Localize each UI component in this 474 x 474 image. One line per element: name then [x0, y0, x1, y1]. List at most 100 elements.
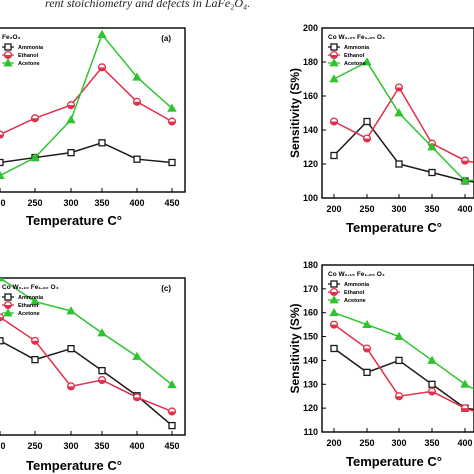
data-point-acetone	[66, 306, 76, 315]
data-point-ethanol	[394, 83, 404, 92]
legend-marker	[3, 308, 13, 317]
data-point-ammonia	[363, 117, 371, 126]
data-point-ethanol-fill	[461, 160, 469, 164]
data-point-ammonia	[330, 151, 338, 160]
legend-label: Ethanol	[18, 303, 39, 309]
series-group	[0, 29, 177, 179]
data-point-acetone	[362, 57, 372, 66]
x-tick-label: 350	[424, 438, 439, 448]
data-point-ethanol	[30, 114, 40, 123]
y-axis-label: Sensitivity (S%)	[288, 68, 302, 158]
x-tick-label: 350	[424, 204, 439, 214]
panel-title: Co W₀.₁₀ Fe₁.₉₀ O₄	[2, 284, 59, 291]
x-tick-label: 250	[359, 438, 374, 448]
data-point-acetone	[0, 278, 5, 282]
series-line-ethanol	[0, 316, 173, 413]
data-point-ethanol-fill	[133, 397, 141, 401]
data-point-acetone	[167, 103, 177, 112]
legend-marker	[4, 293, 12, 301]
figure-caption: rent stoichiometry and defects in LaFe₂O…	[45, 0, 251, 10]
data-point-ammonia	[428, 168, 436, 177]
y-tick-label: 120	[303, 159, 318, 169]
x-tick-label: 250	[359, 204, 374, 214]
data-point-ethanol	[460, 156, 470, 165]
data-point-ethanol	[0, 130, 5, 139]
series-line-ethanol	[0, 66, 173, 136]
panel-label: (a)	[161, 34, 171, 43]
x-tick-label: 450	[164, 198, 179, 208]
y-tick-label: 170	[303, 284, 318, 294]
series-line-ethanol	[333, 324, 474, 413]
data-point-ethanol-fill	[31, 340, 39, 345]
data-point-acetone	[427, 142, 437, 151]
series-line-ammonia	[0, 141, 173, 164]
data-point-ethanol	[97, 63, 107, 72]
data-point-acetone	[362, 319, 372, 329]
data-point-ammonia	[67, 148, 75, 157]
series-group	[0, 278, 177, 430]
y-tick-label: 180	[303, 260, 318, 270]
data-point-ethanol	[460, 404, 470, 413]
legend-marker	[3, 58, 13, 67]
data-point-ethanol	[132, 97, 142, 106]
data-point-acetone	[329, 307, 339, 317]
legend-marker	[330, 280, 338, 288]
y-tick-label: 160	[303, 91, 318, 101]
x-tick-label: 0	[0, 198, 5, 208]
chart-panel-2: 200 250 300 350 400 100 120 140 160 180 200 Tempera…	[288, 23, 474, 235]
legend-label: Ethanol	[344, 53, 365, 59]
data-point-ammonia	[98, 366, 106, 375]
data-point-ethanol	[167, 407, 177, 416]
panel-title: Fe₂O₃	[2, 34, 21, 41]
data-point-ethanol-fill	[67, 105, 75, 109]
data-point-ethanol-fill	[363, 348, 371, 352]
data-point-ethanol	[97, 375, 107, 385]
y-tick-label: 140	[303, 355, 318, 365]
data-point-acetone	[329, 74, 339, 83]
data-point-ethanol-fill	[168, 121, 176, 125]
series-line-ammonia	[333, 347, 474, 411]
series-line-ethanol	[333, 86, 474, 164]
legend-label: Ethanol	[344, 290, 365, 296]
data-point-ethanol	[427, 387, 437, 396]
data-point-ethanol	[362, 344, 372, 353]
series-group	[329, 57, 474, 185]
legend-marker-fill	[4, 305, 12, 309]
x-tick-label: 400	[457, 438, 472, 448]
x-tick-label: 300	[391, 204, 406, 214]
data-point-ethanol-fill	[395, 396, 403, 400]
data-point-ammonia	[133, 155, 141, 163]
data-point-ethanol	[362, 134, 372, 143]
data-point-ethanol	[329, 320, 339, 329]
data-point-ethanol-fill	[98, 67, 106, 71]
series-line-ammonia	[333, 120, 474, 183]
data-point-acetone	[460, 379, 470, 388]
legend-marker	[329, 295, 339, 304]
x-tick-label: 300	[391, 438, 406, 448]
x-tick-label: 400	[129, 441, 144, 451]
data-point-ethanol-fill	[461, 408, 469, 412]
legend-label: Ammonia	[18, 295, 44, 301]
data-point-ethanol	[66, 382, 76, 391]
x-axis-label: Temperature C°	[26, 458, 122, 473]
legend-marker	[329, 58, 339, 67]
x-axis-label: Temperature C°	[346, 454, 442, 469]
y-tick-label: 200	[303, 23, 318, 33]
y-tick-label: 120	[303, 403, 318, 413]
data-point-ammonia	[0, 158, 4, 167]
data-point-ammonia	[0, 337, 4, 345]
x-tick-label: 300	[63, 198, 78, 208]
legend-label: Acetone	[18, 61, 40, 67]
legend-marker-fill	[330, 292, 338, 296]
data-point-ethanol	[30, 336, 40, 345]
data-point-ethanol-fill	[168, 411, 176, 415]
legend-marker	[3, 50, 13, 60]
x-tick-label: 400	[457, 204, 472, 214]
chart-panel-3: 0 250 300 350 400 450 Temperature C° (c) Co W₀.₁…	[0, 277, 186, 473]
data-point-acetone	[30, 152, 40, 161]
x-axis-label: Temperature C°	[26, 213, 122, 228]
data-point-ammonia	[168, 158, 176, 167]
series-line-acetone	[0, 33, 173, 177]
data-point-acetone	[167, 379, 177, 389]
